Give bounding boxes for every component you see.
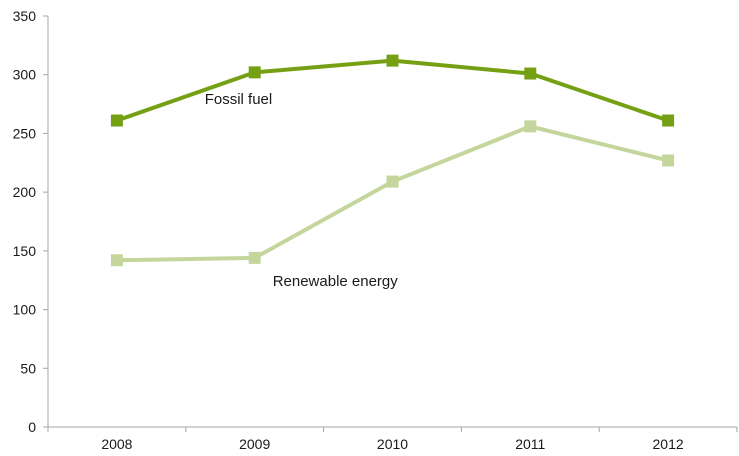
series-fossil-fuel bbox=[110, 54, 675, 127]
series-line-fossil-fuel bbox=[114, 58, 671, 123]
data-point-fossil-fuel-2011 bbox=[524, 67, 537, 80]
y-tick-label: 50 bbox=[20, 360, 36, 376]
axes bbox=[47, 16, 737, 428]
data-point-renewable-energy-2009 bbox=[248, 251, 261, 264]
series-line-renewable-energy bbox=[114, 124, 671, 263]
x-axis-ticks: 2008 2009 2010 2011 2012 bbox=[47, 427, 738, 452]
y-tick-label: 250 bbox=[13, 125, 37, 141]
y-axis-ticks: 0 50 100 150 200 250 300 350 bbox=[13, 8, 48, 435]
data-point-fossil-fuel-2009 bbox=[248, 66, 261, 79]
series-label-fossil-fuel: Fossil fuel bbox=[205, 91, 273, 108]
data-point-renewable-energy-2011 bbox=[524, 120, 537, 133]
y-tick-label: 150 bbox=[13, 243, 37, 259]
y-tick-label: 300 bbox=[13, 67, 37, 83]
x-tick-label: 2010 bbox=[377, 436, 408, 452]
series-layer bbox=[110, 54, 675, 267]
y-tick-label: 200 bbox=[13, 184, 37, 200]
x-tick-label: 2009 bbox=[239, 436, 270, 452]
data-point-fossil-fuel-2008 bbox=[110, 114, 123, 127]
data-point-fossil-fuel-2010 bbox=[386, 54, 399, 67]
x-tick-label: 2008 bbox=[101, 436, 132, 452]
x-tick-label: 2012 bbox=[653, 436, 684, 452]
data-point-renewable-energy-2010 bbox=[386, 175, 399, 188]
series-label-renewable-energy: Renewable energy bbox=[273, 273, 399, 290]
data-point-renewable-energy-2012 bbox=[662, 154, 675, 167]
y-tick-label: 0 bbox=[28, 419, 36, 435]
y-tick-label: 100 bbox=[13, 302, 37, 318]
series-renewable-energy bbox=[110, 120, 675, 267]
series-labels: Fossil fuel Renewable energy bbox=[205, 91, 399, 290]
data-point-fossil-fuel-2012 bbox=[662, 114, 675, 127]
y-tick-label: 350 bbox=[13, 8, 37, 24]
data-point-renewable-energy-2008 bbox=[110, 254, 123, 267]
x-tick-label: 2011 bbox=[515, 436, 545, 452]
